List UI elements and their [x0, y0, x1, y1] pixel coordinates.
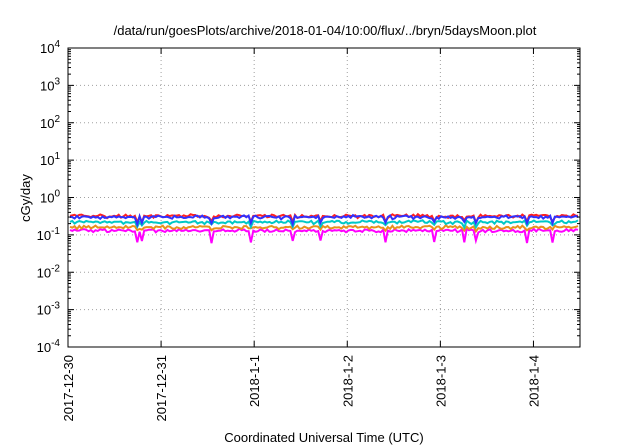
x-tick-label: 2017-12-30 [61, 355, 76, 422]
x-tick-label: 2018-1-4 [526, 355, 541, 407]
y-tick-label: 102 [40, 114, 60, 131]
y-axis-label: cGy/day [18, 174, 33, 222]
y-axis: 10-4 10-3 10-2 10-1 100 101 102 103 104 [37, 39, 580, 355]
x-tick-label: 2018-1-3 [433, 355, 448, 407]
series-line [69, 227, 579, 245]
y-tick-label: 10-3 [37, 301, 61, 318]
y-tick-label: 104 [40, 39, 60, 56]
series-line [69, 212, 579, 228]
y-tick-label: 101 [40, 151, 60, 168]
series-layer [69, 212, 579, 245]
x-tick-label: 2017-12-31 [154, 355, 169, 422]
chart-title: /data/run/goesPlots/archive/2018-01-04/1… [114, 23, 537, 38]
y-tick-label: 10-1 [37, 226, 61, 243]
series-line [69, 223, 579, 234]
y-tick-label: 100 [40, 189, 60, 206]
grid [68, 48, 580, 347]
y-tick-label: 10-4 [37, 338, 61, 355]
y-tick-label: 103 [40, 76, 60, 93]
x-axis: 2017-12-30 2017-12-31 2018-1-1 2018-1-2 2018… [61, 48, 541, 422]
x-axis-label: Coordinated Universal Time (UTC) [224, 430, 423, 445]
series-line [69, 219, 579, 230]
y-tick-label: 10-2 [37, 263, 61, 280]
x-tick-label: 2018-1-1 [247, 355, 262, 407]
x-tick-label: 2018-1-2 [340, 355, 355, 407]
